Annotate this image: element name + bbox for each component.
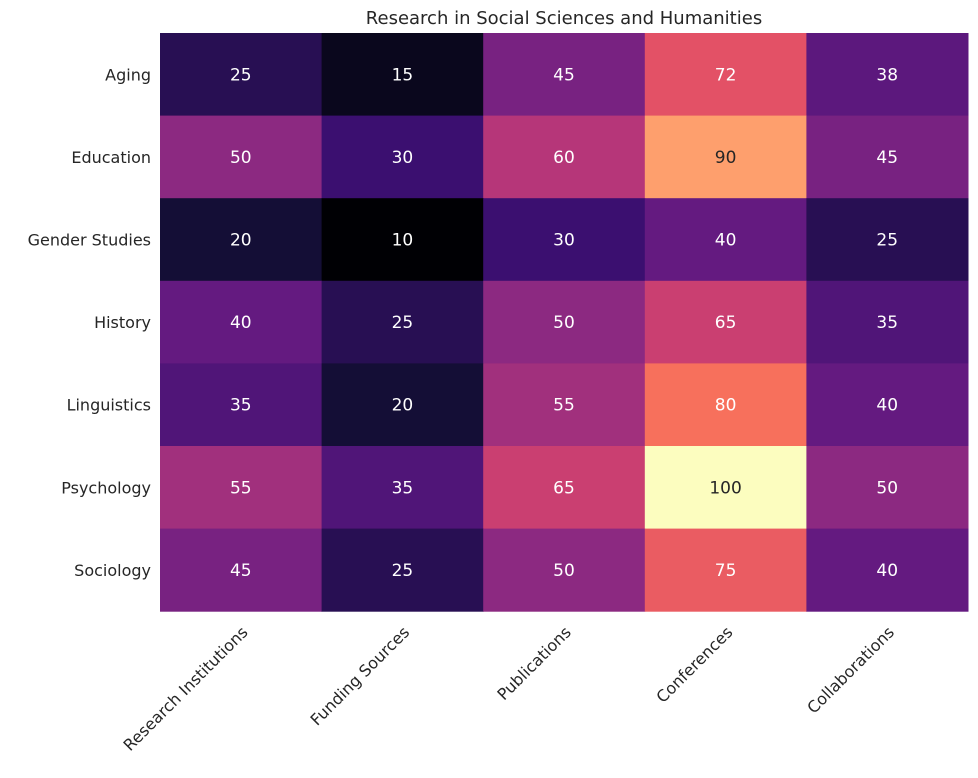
cell-value-label: 35	[392, 478, 414, 498]
heatmap-cell	[321, 33, 484, 117]
heatmap-cell	[644, 280, 807, 364]
y-tick-label: Aging	[105, 65, 151, 84]
y-tick-label: Psychology	[61, 478, 151, 497]
heatmap-cell	[644, 363, 807, 447]
cell-value-label: 50	[876, 478, 898, 498]
heatmap-cell	[644, 33, 807, 117]
cell-value-label: 45	[230, 561, 252, 581]
cell-value-label: 75	[715, 561, 737, 581]
heatmap-cell	[644, 528, 807, 612]
y-tick-label: History	[94, 313, 151, 332]
heatmap-cell	[321, 115, 484, 199]
y-tick-label: Gender Studies	[28, 231, 151, 250]
x-tick-label: Conferences	[652, 623, 736, 707]
cell-value-label: 80	[715, 396, 737, 416]
cell-value-label: 50	[553, 561, 575, 581]
cell-value-label: 55	[230, 478, 252, 498]
heatmap-cell	[806, 280, 969, 364]
heatmap-cell	[806, 363, 969, 447]
heatmap-cell	[160, 363, 323, 447]
x-tick-label: Publications	[493, 623, 574, 704]
cell-value-label: 20	[230, 231, 252, 251]
cell-value-label: 40	[876, 561, 898, 581]
y-axis-tick-labels: Aging Education Gender Studies History Lingu…	[28, 65, 151, 580]
cell-value-label: 40	[715, 231, 737, 251]
cell-value-label: 35	[876, 313, 898, 333]
cell-value-label: 38	[876, 65, 898, 85]
cell-value-label: 60	[553, 148, 575, 168]
heatmap-cell	[806, 446, 969, 530]
y-tick-label: Education	[71, 148, 151, 167]
heatmap-cell	[160, 33, 323, 117]
heatmap-cell	[321, 446, 484, 530]
cell-value-label: 25	[392, 313, 414, 333]
heatmap-cell	[160, 280, 323, 364]
heatmap-cell	[483, 446, 646, 530]
cell-value-label: 100	[709, 478, 741, 498]
y-tick-label: Linguistics	[67, 396, 151, 415]
cell-value-label: 45	[876, 148, 898, 168]
heatmap-cell	[321, 363, 484, 447]
cell-value-label: 90	[715, 148, 737, 168]
x-tick-label: Research Institutions	[120, 623, 252, 755]
x-tick-label: Collaborations	[803, 623, 898, 718]
cell-value-label: 25	[876, 231, 898, 251]
cell-value-label: 45	[553, 65, 575, 85]
heatmap-cell	[321, 198, 484, 282]
cell-value-label: 25	[392, 561, 414, 581]
cell-value-label: 55	[553, 396, 575, 416]
cell-value-label: 50	[553, 313, 575, 333]
heatmap-cell	[806, 528, 969, 612]
cell-value-label: 65	[715, 313, 737, 333]
heatmap-cell	[644, 115, 807, 199]
chart-title: Research in Social Sciences and Humaniti…	[366, 8, 762, 29]
cell-value-label: 15	[392, 65, 414, 85]
heatmap-cells: 25 15 45 72 38 50 30 60 90 45 20 10 30 40 25 40 25 50 65 35…	[160, 33, 969, 612]
cell-value-label: 30	[392, 148, 414, 168]
cell-value-label: 20	[392, 396, 414, 416]
heatmap-cell	[806, 115, 969, 199]
heatmap-cell	[483, 33, 646, 117]
heatmap-cell	[483, 528, 646, 612]
heatmap-cell	[321, 528, 484, 612]
cell-value-label: 25	[230, 65, 252, 85]
heatmap-cell	[806, 198, 969, 282]
heatmap-cell	[806, 33, 969, 117]
heatmap-cell	[160, 528, 323, 612]
cell-value-label: 40	[230, 313, 252, 333]
heatmap-cell	[321, 280, 484, 364]
cell-value-label: 10	[392, 231, 414, 251]
x-axis-tick-labels: Research Institutions Funding Sources Publ…	[120, 623, 898, 755]
heatmap-cell	[483, 198, 646, 282]
heatmap-cell	[160, 115, 323, 199]
heatmap-cell	[644, 198, 807, 282]
cell-value-label: 30	[553, 231, 575, 251]
heatmap-cell	[644, 446, 807, 530]
heatmap-cell	[160, 198, 323, 282]
cell-value-label: 50	[230, 148, 252, 168]
x-tick-label: Funding Sources	[307, 623, 414, 730]
heatmap-cell	[483, 280, 646, 364]
heatmap-cell	[483, 115, 646, 199]
cell-value-label: 65	[553, 478, 575, 498]
cell-value-label: 40	[876, 396, 898, 416]
cell-value-label: 35	[230, 396, 252, 416]
y-tick-label: Sociology	[74, 561, 151, 580]
heatmap-cell	[483, 363, 646, 447]
heatmap-cell	[160, 446, 323, 530]
cell-value-label: 72	[715, 65, 737, 85]
